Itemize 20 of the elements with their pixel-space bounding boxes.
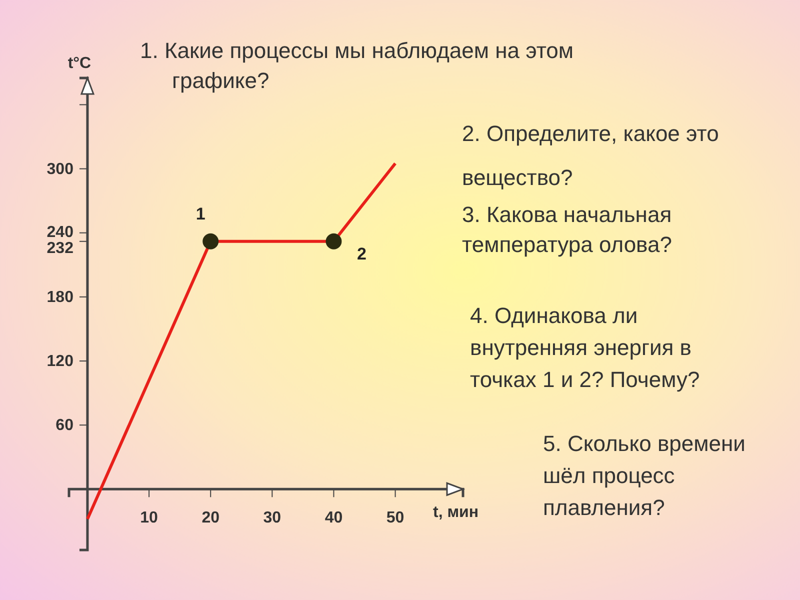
x-tick-label: 10 [140, 509, 158, 526]
text: 5. Сколько времени шёл процесс плавления? [543, 430, 746, 522]
annotation: 3. Какова начальная температура олова? [462, 201, 673, 259]
text: 4. Одинакова ли внутренняя энергия в точках 1 и 2? Почему? [470, 302, 701, 394]
y-tick-label: 60 [56, 417, 74, 434]
y-tick-label: 300 [46, 160, 74, 178]
y-tick-label: 240 [46, 224, 74, 241]
chart-title: 1. Какие процессы мы наблюдаем на этом графике? [140, 37, 575, 95]
y-tick-label: 120 [46, 353, 74, 370]
x-tick-label: 40 [324, 509, 343, 526]
x-tick-label: 30 [263, 509, 282, 526]
annotation: 1 [196, 204, 206, 224]
y-axis-title: t°C [68, 55, 92, 72]
x-tick-label: 50 [386, 509, 404, 526]
annotation: 2 [356, 244, 366, 264]
y-tick-label: 180 [46, 289, 74, 306]
x-axis-title: t, мин [433, 504, 479, 522]
annotation: 2. Определите, какое это вещество? [462, 120, 720, 192]
x-tick-label: 20 [202, 509, 220, 526]
y-tick-label: 232 [46, 240, 74, 257]
